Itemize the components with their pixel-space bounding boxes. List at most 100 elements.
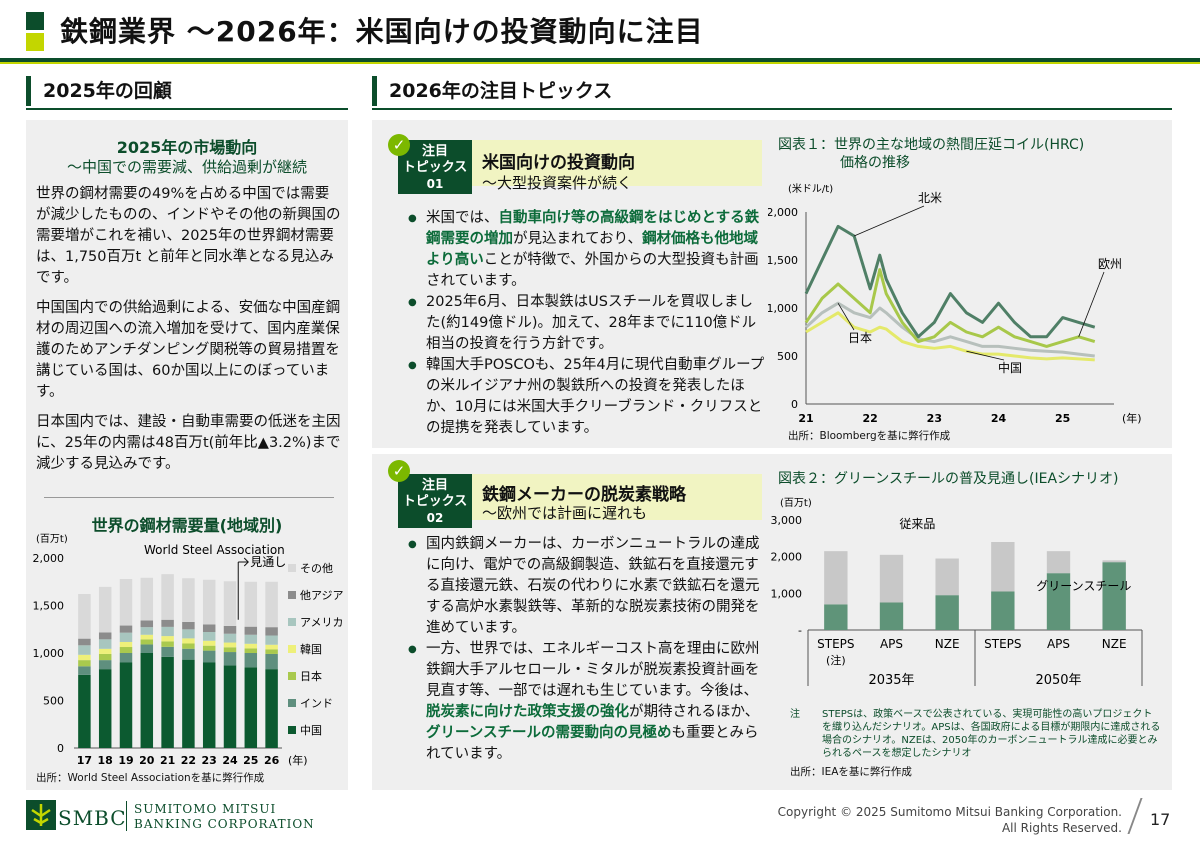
topic-bullet: 一方、世界では、エネルギーコスト高を理由に欧州鉄鋼大手アルセロール・ミタルが脱炭… [408, 639, 766, 765]
series-label: 従来品 [899, 517, 935, 531]
bar-segment [78, 638, 91, 646]
bar-segment [244, 643, 258, 649]
bar-segment [223, 665, 237, 748]
bar-segment [119, 653, 133, 663]
green-chart-title: 図表２：グリーンスチールの普及見通し(IEAシナリオ) [778, 471, 1119, 487]
bar-segment [78, 645, 91, 655]
y-tick-label: 3,000 [771, 514, 803, 527]
y-tick-label: 500 [777, 350, 798, 363]
x-tick-label: 22 [181, 754, 196, 767]
bar-segment [161, 626, 174, 637]
bar-segment [140, 577, 154, 621]
y-tick-label: 2,000 [771, 551, 803, 564]
bar-segment [78, 654, 91, 661]
y-tick-label: 1,500 [33, 600, 65, 613]
bar-segment [265, 644, 278, 650]
series-label: 中国 [998, 360, 1022, 375]
bar-segment [244, 648, 258, 653]
bar-segment [202, 650, 216, 663]
bar-segment [265, 649, 278, 654]
bar-segment [223, 647, 237, 653]
series-label: 北米 [918, 191, 942, 205]
review-title: 2025年の市場動向 [116, 138, 258, 157]
page-divider [1127, 798, 1143, 834]
smbc-logo-icon [26, 800, 56, 830]
bar-segment [244, 626, 258, 635]
bar-segment [265, 669, 278, 748]
green-steel-chart: (百万t) - 1,000 2,000 3,000 STEPS (注) APS NZE STEPS… [771, 497, 1143, 688]
legend-swatch [288, 564, 296, 572]
x-tick-label: 24 [991, 412, 1007, 425]
bar-segment [98, 632, 112, 640]
check-icon: ✓ [388, 134, 410, 156]
bar-segment [161, 656, 174, 748]
bar-segment [223, 581, 237, 626]
bar-segment [202, 632, 216, 641]
y-axis-unit: (百万t) [36, 533, 68, 545]
bar-segment [1102, 562, 1126, 630]
bar-segment [202, 662, 216, 748]
bar-segment [879, 602, 904, 630]
topic-bullet: 韓国大手POSCOも、25年4月に現代自動車グループの米ルイジアナ州の製鉄所への… [408, 355, 766, 439]
bar-segment [265, 627, 278, 636]
x-tick-label: 21 [798, 412, 813, 425]
legend-swatch [288, 618, 296, 626]
bar-segment [935, 595, 959, 630]
bar-segment [98, 660, 112, 670]
topic-bullet: 2025年6月、日本製鉄はUSスチールを買収しました(約149億ドル)。加えて、… [408, 292, 766, 355]
x-axis-unit: (年) [288, 753, 308, 767]
x-tick-label: 25 [243, 754, 258, 767]
bar-segment [935, 558, 959, 596]
demand-chart-title: 世界の鋼材需要量(地域別) [91, 516, 283, 535]
highlight-text: 鋼材価格も他地域より高い [426, 231, 759, 268]
bar-segment [182, 659, 195, 748]
bar-segment [119, 662, 133, 748]
topic-panel-2: 注目 トピックス 02 ✓ 鉄鋼メーカーの脱炭素戦略 ～欧州では計画に遅れも 国… [372, 454, 1172, 790]
title-marker-lime [26, 33, 44, 51]
bar-segment [98, 669, 112, 748]
y-tick-label: 1,000 [33, 647, 65, 660]
bar-segment [161, 646, 174, 657]
review-paragraph: 中国国内での供給過剰による、安価な中国産鋼材の周辺国への流入増加を受けて、国内産… [36, 300, 341, 400]
bar-segment [119, 625, 133, 633]
hrc-chart-source: 出所：Bloombergを基に弊行作成 [788, 430, 951, 442]
arrow-right-icon [238, 557, 249, 567]
y-axis-unit: (米ドル/t) [788, 182, 833, 195]
legend-label: 中国 [300, 724, 322, 737]
bar-segment [223, 652, 237, 666]
bar-segment [161, 636, 174, 642]
x-tick-label: 26 [264, 754, 280, 767]
left-section-heading: 2025年の回顧 [26, 76, 348, 106]
demand-chart: (百万t) World Steel Association 0 500 1,000 1,5… [33, 533, 344, 767]
demand-chart-source: 出所：World Steel Associationを基に弊行作成 [36, 772, 265, 784]
x-tick-label: 19 [118, 754, 133, 767]
bar-segment [98, 639, 112, 649]
highlight-text: 自動車向け等の高級鋼をはじめとする鉄鋼需要の増加 [426, 210, 760, 247]
bar-segment [202, 624, 216, 633]
badge-line: 注目 [421, 144, 448, 159]
bullet-text: 米国では、 [426, 210, 499, 226]
group-label: 2050年 [1035, 673, 1081, 688]
bar-segment [78, 674, 91, 748]
bullet-text: 2025年6月、日本製鉄はUSスチールを買収しました(約149億ドル)。加えて、… [426, 294, 757, 352]
bullet-text: が期待されるほか、 [629, 704, 760, 720]
bar-segment [223, 625, 237, 634]
x-tick-label: 25 [1055, 412, 1070, 425]
bar-segment [265, 581, 278, 628]
chart-annotation: World Steel Association [144, 543, 285, 557]
bar-segment [1102, 560, 1126, 563]
topic-badge: 注目 トピックス 02 [398, 474, 472, 528]
bar-segment [182, 578, 195, 622]
highlight-text: 脱炭素に向けた政策支援の強化 [426, 704, 629, 720]
bullet-text: 国内鉄鋼メーカーは、カーボンニュートラルの達成に向け、電炉での高級鋼製造、鉄鉱石… [426, 536, 760, 636]
bar-segment [223, 642, 237, 648]
review-paragraph: 日本国内では、建設・自動車需要の低迷を主因に、25年の内需は48百万t(前年比▲… [36, 414, 341, 472]
x-axis-unit: (年) [1122, 411, 1142, 425]
bullet-text: 一方、世界では、エネルギーコスト高を理由に欧州鉄鋼大手アルセロール・ミタルが脱炭… [426, 641, 760, 699]
y-tick-label: 500 [43, 695, 64, 708]
x-tick-label: 23 [927, 412, 942, 425]
y-tick-label: 2,000 [768, 206, 798, 219]
badge-line: トピックス [402, 160, 468, 175]
bar-segment [991, 542, 1015, 592]
bar-segment [223, 633, 237, 643]
